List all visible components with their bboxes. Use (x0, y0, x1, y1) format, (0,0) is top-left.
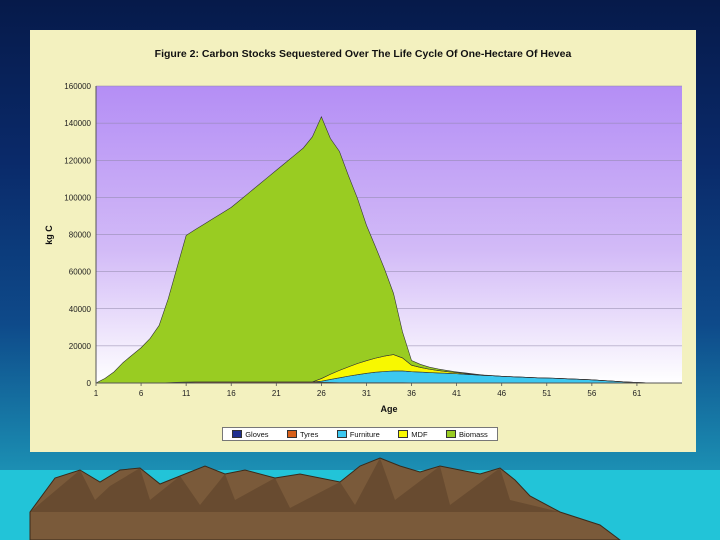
chart-legend: Gloves Tyres Furniture MDF Biomass (222, 427, 498, 441)
x-axis-title: Age (380, 404, 397, 414)
y-tick-label: 140000 (64, 119, 91, 128)
x-tick-label: 1 (94, 389, 99, 398)
x-tick-label: 11 (182, 389, 191, 398)
mountain-shadow (30, 458, 560, 512)
y-tick-label: 0 (87, 379, 92, 388)
y-axis-title: kg C (44, 225, 54, 245)
x-tick-label: 21 (272, 389, 281, 398)
y-tick-label: 60000 (69, 268, 92, 277)
y-tick-label: 100000 (64, 193, 91, 202)
legend-swatch (287, 430, 298, 438)
legend-swatch (445, 430, 456, 438)
x-tick-label: 36 (407, 389, 416, 398)
legend-item-gloves: Gloves (232, 429, 269, 439)
legend-item-mdf: MDF (398, 429, 428, 439)
area-series-biomass (95, 116, 682, 384)
legend-label: Biomass (458, 429, 488, 439)
y-tick-label: 20000 (69, 342, 92, 351)
legend-item-biomass: Biomass (445, 429, 488, 439)
legend-label: Furniture (349, 429, 380, 439)
x-tick-label: 56 (587, 389, 596, 398)
legend-label: Tyres (300, 429, 319, 439)
chart-plot: 0 20000 40000 60000 80000 100000 120000 140000 1… (44, 82, 682, 414)
legend-label: MDF (411, 429, 428, 439)
y-tick-label: 120000 (64, 156, 91, 165)
legend-swatch (232, 430, 243, 438)
x-tick-labels: 1 6 11 16 21 26 31 36 41 46 51 56 61 (94, 383, 642, 398)
legend-item-tyres: Tyres (287, 430, 318, 439)
x-tick-label: 41 (452, 389, 461, 398)
y-tick-label: 160000 (64, 82, 91, 91)
x-tick-label: 26 (317, 389, 326, 398)
x-tick-label: 16 (227, 389, 236, 398)
legend-label: Gloves (245, 429, 269, 439)
legend-item-furniture: Furniture (336, 429, 380, 439)
chart-panel: Figure 2: Carbon Stocks Sequestered Over… (30, 30, 696, 452)
x-tick-label: 51 (542, 389, 551, 398)
legend-swatch (336, 430, 347, 438)
y-tick-labels: 0 20000 40000 60000 80000 100000 120000 140000 1… (64, 82, 91, 388)
x-tick-label: 46 (497, 389, 506, 398)
legend-swatch (398, 430, 409, 438)
y-tick-label: 40000 (69, 305, 92, 314)
x-tick-label: 31 (362, 389, 371, 398)
x-tick-label: 61 (632, 389, 641, 398)
chart-title: Figure 2: Carbon Stocks Sequestered Over… (154, 48, 572, 60)
x-tick-label: 6 (139, 389, 144, 398)
y-tick-label: 80000 (69, 231, 92, 240)
